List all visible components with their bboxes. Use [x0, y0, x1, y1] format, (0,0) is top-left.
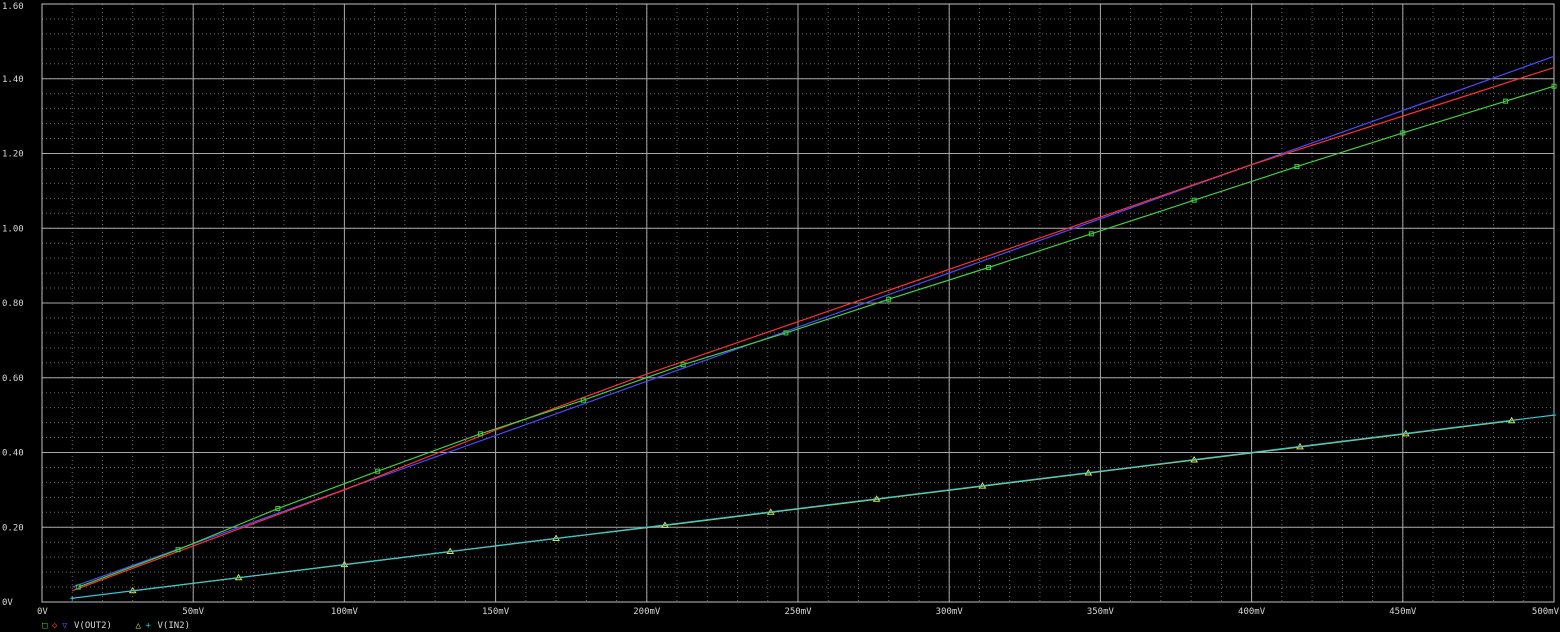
legend-entry: □ ◇ ▽ V(OUT2): [42, 621, 112, 631]
data-point: [783, 330, 789, 336]
series-line: [72, 66, 1555, 592]
data-point: [1503, 98, 1509, 104]
plot-frame: [41, 3, 1555, 603]
x-tick-label: 300mV: [936, 607, 964, 617]
y-tick-label: 1.00: [2, 224, 24, 234]
series-green: [75, 83, 1557, 590]
data-point: [986, 264, 992, 270]
x-tick-label: 350mV: [1087, 607, 1115, 617]
legend-symbol: △: [136, 621, 142, 631]
y-tick-label: 0.80: [2, 299, 24, 309]
data-point: [886, 296, 892, 302]
legend-label: V(IN2): [158, 621, 191, 631]
legend-symbol: +: [146, 621, 152, 631]
y-tick-label: 0.60: [2, 374, 24, 384]
legend-symbol: □: [42, 621, 48, 631]
data-point: [580, 397, 586, 403]
x-tick-label: 150mV: [482, 607, 510, 617]
x-tick-label: 50mV: [182, 607, 204, 617]
data-point: [75, 584, 81, 590]
x-tick-label: 100mV: [331, 607, 359, 617]
legend-symbol: ◇: [52, 621, 58, 631]
legend-label: V(OUT2): [74, 621, 112, 631]
series-line: [72, 414, 1555, 599]
data-point: [175, 547, 181, 553]
y-tick-label: 1.40: [2, 75, 24, 85]
series-layer: [70, 55, 1557, 601]
legend-entry: △ + V(IN2): [136, 621, 191, 631]
legend-symbol: ▽: [62, 621, 68, 631]
x-tick-label: 500mV: [1532, 607, 1560, 617]
data-point: [1552, 413, 1556, 418]
data-point: [1551, 83, 1557, 89]
data-point: [1294, 164, 1300, 170]
data-point: [1191, 197, 1197, 203]
y-tick-label: 1.60: [2, 2, 24, 12]
legend: □ ◇ ▽ V(OUT2) △ + V(IN2): [42, 621, 190, 631]
y-tick-label: 0.40: [2, 449, 24, 459]
data-point: [680, 362, 686, 368]
x-tick-label: 250mV: [784, 607, 812, 617]
series-cyan: [70, 413, 1556, 601]
y-tick-label: 0V: [2, 598, 13, 608]
data-point: [1088, 231, 1094, 237]
series-red: [72, 66, 1555, 592]
major-grid: [41, 3, 1555, 603]
data-point: [70, 596, 75, 601]
x-tick-label: 450mV: [1389, 607, 1417, 617]
data-point: [375, 468, 381, 474]
series-line: [78, 85, 1555, 588]
x-tick-label: 400mV: [1238, 607, 1266, 617]
x-tick-label: 0V: [37, 607, 48, 617]
data-point: [1400, 130, 1406, 136]
tick-labels: 0V 50mV 100mV 150mV 200mV 250mV 300mV 350mV 400m…: [2, 2, 1560, 617]
data-point: [477, 431, 483, 437]
data-point: [275, 506, 281, 512]
x-tick-label: 200mV: [633, 607, 661, 617]
y-tick-label: 1.20: [2, 150, 24, 160]
y-tick-label: 0.20: [2, 523, 24, 533]
